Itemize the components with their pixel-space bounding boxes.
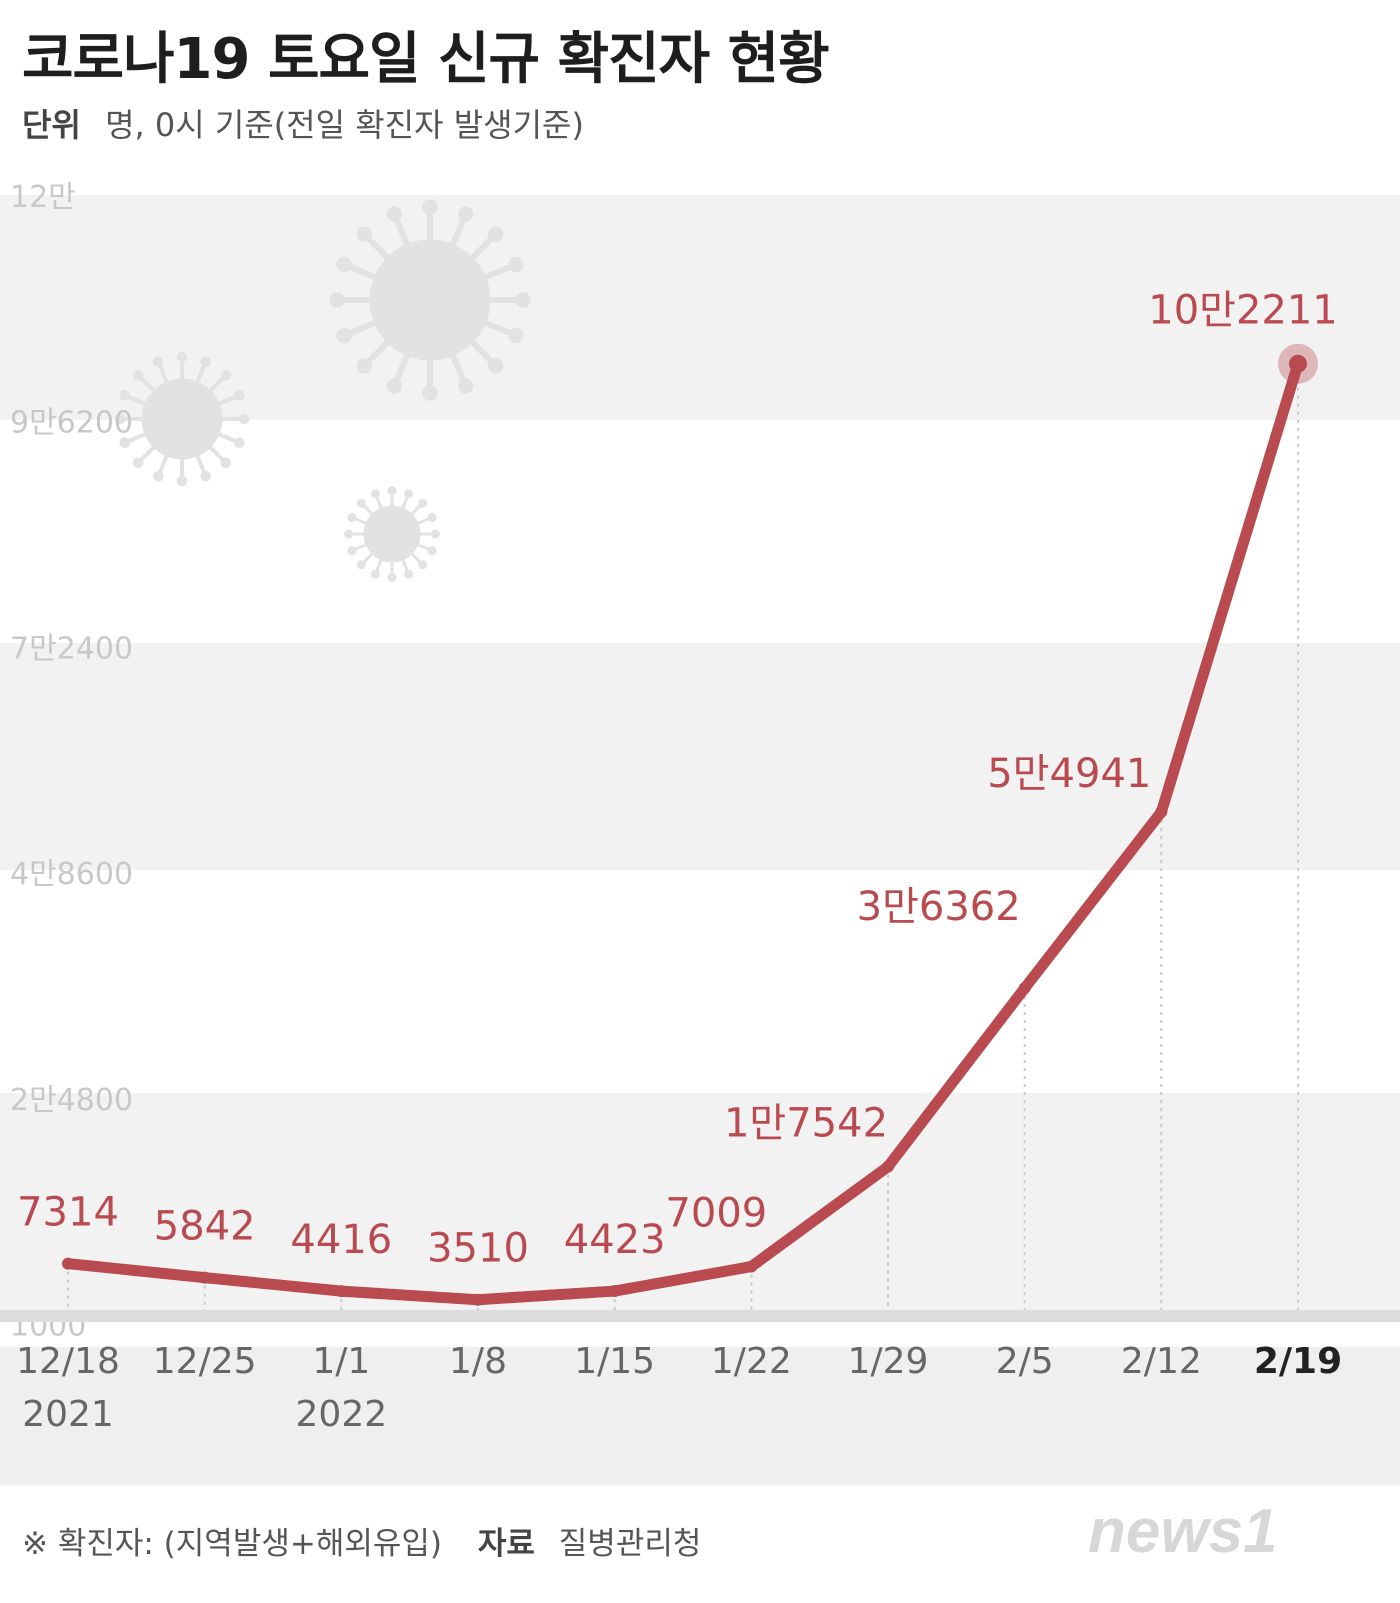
x-tick-label: 12/18 — [16, 1341, 120, 1382]
data-label: 10만2211 — [1148, 288, 1338, 334]
data-point — [745, 1260, 758, 1273]
chart-subtitle: 단위 명, 0시 기준(전일 확진자 발생기준) — [22, 100, 584, 146]
data-point — [198, 1271, 211, 1284]
x-axis-line — [0, 1310, 1400, 1322]
series-line — [62, 358, 1304, 1306]
virus-icon — [114, 351, 250, 487]
y-tick-label: 7만2400 — [10, 631, 133, 666]
virus-icon — [344, 486, 440, 582]
x-year-label: 2021 — [22, 1394, 114, 1435]
x-tick-label: 1/1 — [312, 1341, 370, 1382]
data-point — [62, 1257, 74, 1270]
data-label: 7314 — [17, 1190, 119, 1236]
x-tick-label: 2/12 — [1121, 1341, 1202, 1382]
footer: ※ 확진자: (지역발생+해외유입) 자료 질병관리청 — [22, 1518, 701, 1563]
grid-band-0 — [0, 195, 1400, 420]
x-tick-label: 2/5 — [996, 1341, 1054, 1382]
data-point — [1155, 805, 1168, 818]
x-tick-label: 12/25 — [153, 1341, 257, 1382]
x-axis-band — [0, 1347, 1400, 1485]
news1-logo: news1 — [1088, 1497, 1278, 1566]
unit-label: 단위 — [22, 106, 81, 144]
data-point — [472, 1293, 484, 1306]
x-tick-label: 1/15 — [574, 1341, 655, 1382]
footnote: ※ 확진자: (지역발생+해외유입) — [22, 1526, 443, 1562]
data-point-highlight-core — [1289, 354, 1307, 373]
x-tick-label: 1/22 — [711, 1341, 792, 1382]
x-tick-label: 1/8 — [449, 1341, 507, 1382]
data-label: 5만4941 — [987, 751, 1151, 797]
data-label: 3만6362 — [857, 884, 1021, 930]
x-tick-label: 1/29 — [848, 1341, 929, 1382]
y-tick-label: 9만6200 — [10, 406, 133, 441]
data-label: 3510 — [427, 1226, 529, 1272]
unit-text: 명, 0시 기준(전일 확진자 발생기준) — [105, 106, 584, 144]
x-year-label: 2022 — [296, 1394, 388, 1435]
source-name: 질병관리청 — [558, 1526, 702, 1562]
source-label: 자료 — [477, 1526, 535, 1562]
virus-icon — [329, 199, 531, 401]
data-point — [335, 1285, 348, 1298]
data-label: 1만7542 — [724, 1101, 888, 1147]
y-tick-label: 2만4800 — [10, 1083, 133, 1118]
data-point — [1018, 982, 1031, 995]
logo-text: news1 — [1088, 1497, 1278, 1566]
data-label: 5842 — [154, 1204, 256, 1250]
data-label: 7009 — [665, 1191, 767, 1237]
data-point — [608, 1285, 621, 1298]
grid-band-1 — [0, 643, 1400, 870]
data-label: 4416 — [290, 1217, 392, 1263]
data-point — [882, 1160, 894, 1173]
y-tick-label: 4만8600 — [10, 857, 133, 892]
y-tick-label: 12만 — [10, 180, 76, 215]
chart-title: 코로나19 토요일 신규 확진자 현황 — [22, 27, 830, 92]
x-tick-label: 2/19 — [1254, 1341, 1342, 1382]
data-label: 4423 — [564, 1217, 666, 1263]
